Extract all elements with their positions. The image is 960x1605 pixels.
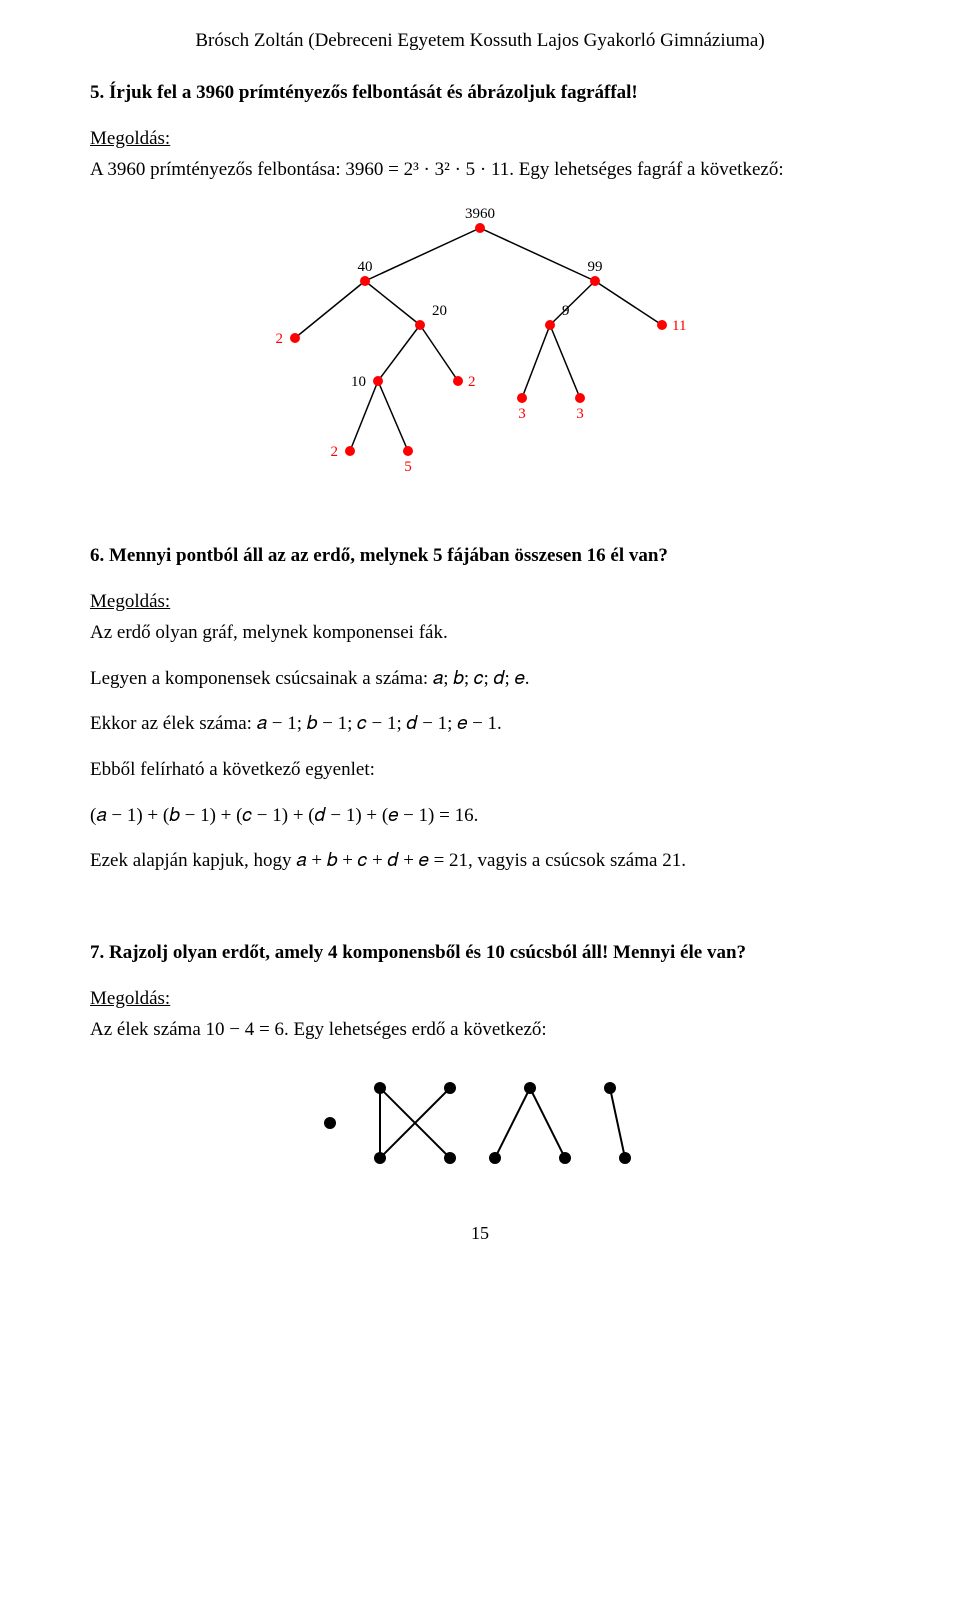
q6-l3: Ekkor az élek száma: 𝑎 − 1; 𝑏 − 1; 𝑐 − 1… [90,711,870,737]
q7-title: 7. Rajzolj olyan erdőt, amely 4 komponen… [90,940,870,966]
q6-l4: Ebből felírható a következő egyenlet: [90,757,870,783]
q6-l1: Az erdő olyan gráf, melynek komponensei … [90,620,870,646]
svg-text:40: 40 [358,259,373,275]
q7-meg: Megoldás: [90,986,870,1012]
q6-l5: (𝑎 − 1) + (𝑏 − 1) + (𝑐 − 1) + (𝑑 − 1) + … [90,803,870,829]
svg-text:11: 11 [672,318,686,334]
factor-tree: 3960 40 99 2 20 9 11 10 2 3 3 2 5 [250,203,710,473]
svg-text:2: 2 [331,444,339,460]
svg-text:9: 9 [562,303,570,319]
svg-text:3: 3 [576,406,584,422]
svg-text:10: 10 [351,374,366,390]
q5-tree-figure: 3960 40 99 2 20 9 11 10 2 3 3 2 5 [90,203,870,473]
q5-meg: Megoldás: [90,126,870,152]
svg-text:99: 99 [588,259,603,275]
q6-l6: Ezek alapján kapjuk, hogy 𝑎 + 𝑏 + 𝑐 + 𝑑 … [90,848,870,874]
q6-meg: Megoldás: [90,589,870,615]
page-header: Brósch Zoltán (Debreceni Egyetem Kossuth… [90,30,870,52]
page: Brósch Zoltán (Debreceni Egyetem Kossuth… [0,0,960,1284]
svg-text:2: 2 [276,331,284,347]
q6-title: 6. Mennyi pontból áll az az erdő, melyne… [90,543,870,569]
q7-forest-figure [90,1063,870,1183]
q6-l2: Legyen a komponensek csúcsainak a száma:… [90,666,870,692]
svg-text:5: 5 [404,459,412,473]
q5-line1: A 3960 prímtényezős felbontása: 3960 = 2… [90,157,870,183]
page-number: 15 [90,1223,870,1244]
q5-title: 5. Írjuk fel a 3960 prímtényezős felbont… [90,80,870,106]
q7-l1: Az élek száma 10 − 4 = 6. Egy lehetséges… [90,1017,870,1043]
forest-graph [300,1063,660,1183]
svg-text:2: 2 [468,374,476,390]
svg-text:3: 3 [518,406,526,422]
svg-text:20: 20 [432,303,447,319]
svg-text:3960: 3960 [465,206,495,222]
